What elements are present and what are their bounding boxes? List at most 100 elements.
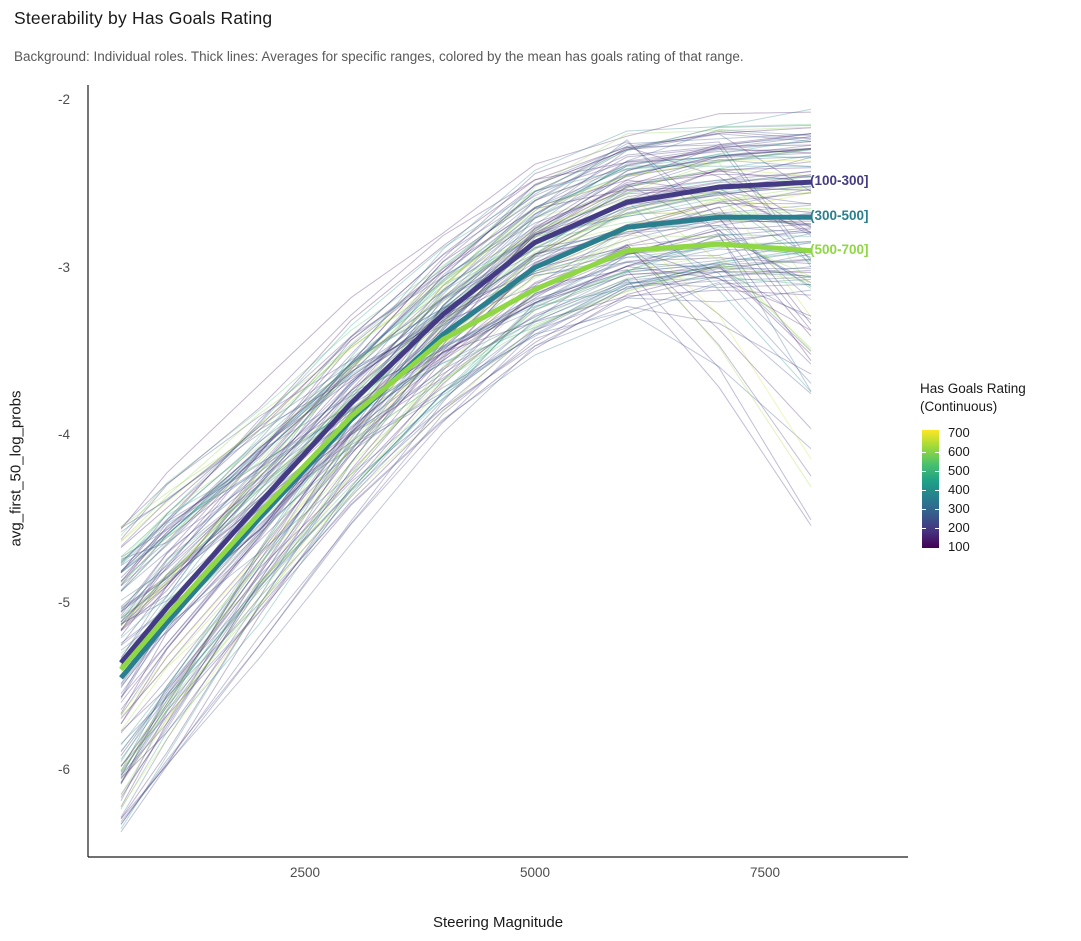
role-line	[120, 174, 812, 626]
role-line	[120, 257, 812, 661]
role-line	[120, 258, 812, 646]
role-line	[120, 241, 812, 625]
y-tick-label--6: -6	[57, 762, 70, 777]
role-line	[120, 168, 812, 768]
legend-title-line2: (Continuous)	[920, 399, 998, 414]
role-line	[120, 167, 812, 725]
role-line	[120, 242, 812, 767]
role-line	[120, 266, 812, 624]
y-axis-title: avg_first_50_log_probs	[7, 390, 25, 547]
role-line	[120, 133, 812, 698]
legend-tick-label-500: 500	[948, 463, 970, 478]
legend-tick-label-300: 300	[948, 501, 970, 516]
role-line	[120, 146, 812, 572]
role-line	[120, 136, 812, 716]
role-line	[120, 242, 812, 567]
role-line	[120, 228, 812, 833]
role-line	[120, 223, 812, 574]
role-line	[120, 148, 812, 540]
role-line	[120, 175, 812, 664]
role-line	[120, 226, 812, 715]
role-line	[120, 141, 812, 818]
role-line	[120, 206, 812, 586]
role-line	[120, 253, 812, 560]
role-line	[120, 136, 812, 777]
role-line	[120, 170, 812, 688]
role-line	[120, 108, 812, 666]
role-line	[120, 235, 812, 756]
role-line	[120, 170, 812, 714]
role-line	[120, 265, 812, 612]
role-line	[120, 225, 812, 574]
role-line	[120, 179, 812, 613]
role-line	[120, 218, 812, 582]
role-line	[120, 159, 812, 630]
legend-tick-label-200: 200	[948, 520, 970, 535]
role-line	[120, 265, 812, 779]
role-line	[120, 239, 812, 627]
role-line	[120, 191, 812, 624]
role-line	[120, 171, 812, 573]
role-line	[120, 212, 812, 776]
y-tick-label--5: -5	[57, 594, 70, 610]
role-line	[120, 220, 812, 667]
role-line	[120, 231, 812, 651]
role-line	[120, 168, 812, 798]
role-line	[120, 197, 812, 808]
role-line	[120, 154, 812, 565]
role-line	[120, 181, 812, 623]
role-line	[120, 244, 812, 528]
role-line	[120, 250, 812, 685]
role-line	[120, 184, 812, 528]
role-line	[120, 148, 812, 542]
role-line	[120, 217, 812, 669]
role-line	[120, 305, 812, 825]
role-line	[120, 233, 812, 752]
series-label-500-700: (500-700]	[810, 241, 869, 257]
role-line	[120, 246, 812, 820]
role-line	[120, 173, 812, 582]
role-line	[120, 147, 812, 710]
role-line	[120, 148, 812, 631]
role-line	[120, 141, 812, 613]
role-line	[120, 192, 812, 703]
chart-title: Steerability by Has Goals Rating	[14, 8, 273, 28]
legend-bar-tick	[922, 490, 926, 491]
role-line	[120, 181, 812, 573]
x-axis-title: Steering Magnitude	[432, 914, 564, 931]
legend-bar-tick	[922, 452, 926, 453]
legend-tick-label-400: 400	[948, 482, 970, 497]
role-line	[120, 259, 812, 637]
legend-bar-tick	[935, 452, 939, 453]
role-line	[120, 139, 812, 779]
series-label-300-500: (300-500]	[810, 208, 869, 224]
role-line	[120, 129, 812, 795]
legend-title-line1: Has Goals Rating	[920, 381, 1026, 396]
legend-bar-tick	[935, 528, 939, 529]
average-lines	[119, 179, 812, 680]
role-line	[120, 148, 812, 562]
role-line	[120, 144, 812, 808]
role-line	[120, 225, 812, 644]
role-line	[120, 111, 812, 530]
role-line	[120, 212, 812, 616]
average-line-(300-500]	[119, 214, 811, 680]
role-line	[120, 289, 812, 564]
role-line	[120, 127, 812, 631]
role-line	[120, 148, 812, 587]
role-line	[120, 270, 812, 784]
legend-bar-tick	[922, 471, 926, 472]
role-line	[120, 156, 812, 698]
legend-bar-tick	[922, 509, 926, 510]
background-role-lines	[120, 108, 812, 833]
role-line	[120, 278, 812, 609]
x-tick-label-5000: 5000	[519, 865, 551, 880]
role-line	[120, 213, 812, 687]
role-line	[120, 176, 812, 547]
role-line	[120, 269, 812, 529]
role-line	[120, 141, 812, 700]
role-line	[120, 235, 812, 771]
role-line	[120, 133, 812, 583]
role-line	[120, 226, 812, 773]
